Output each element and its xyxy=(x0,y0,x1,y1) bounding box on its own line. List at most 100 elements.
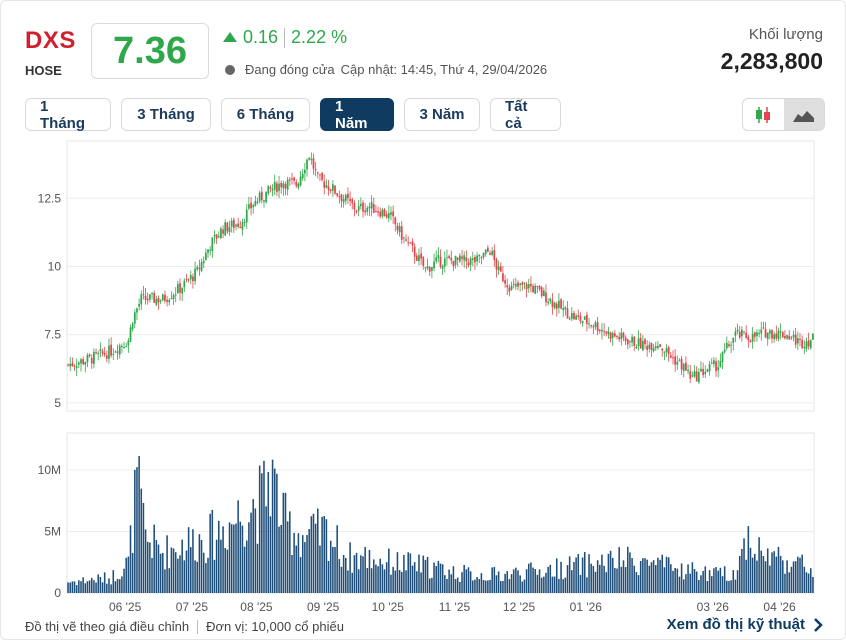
volume-bar xyxy=(342,554,345,593)
volume-bar xyxy=(388,548,390,593)
candle-body xyxy=(562,308,565,311)
volume-bar xyxy=(194,560,196,593)
volume-bar xyxy=(299,557,302,593)
candle-body xyxy=(491,251,494,255)
volume-bar xyxy=(452,566,455,593)
candle-body xyxy=(672,357,674,359)
candle-body xyxy=(75,366,78,369)
volume-bar xyxy=(794,561,797,593)
volume-bar xyxy=(276,473,278,593)
candle-body xyxy=(80,359,82,364)
candle-body xyxy=(82,359,85,365)
candle-body xyxy=(680,358,683,370)
candle-body xyxy=(362,202,364,212)
candle-body xyxy=(381,209,384,217)
candlestick-mode-button[interactable] xyxy=(743,99,784,130)
tab-1-nam[interactable]: 1 Năm xyxy=(320,98,394,132)
volume-bar xyxy=(340,566,343,593)
candle-body xyxy=(661,348,664,351)
candle-body xyxy=(773,334,776,340)
volume-bar xyxy=(631,558,633,593)
tab-6-thang[interactable]: 6 Tháng xyxy=(221,98,310,131)
volume-bar xyxy=(812,577,814,593)
candle-body xyxy=(741,329,743,337)
volume-bar xyxy=(527,563,530,593)
volume-bar xyxy=(321,516,323,593)
candle-body xyxy=(392,211,395,217)
candle-body xyxy=(719,361,722,367)
candle-body xyxy=(794,334,797,345)
volume-bar xyxy=(549,564,552,593)
volume-bar xyxy=(603,565,605,593)
volume-bar xyxy=(97,574,99,593)
candle-body xyxy=(702,368,705,376)
candle-body xyxy=(245,209,248,223)
candle-body xyxy=(222,229,224,234)
candle-body xyxy=(734,331,737,336)
candle-body xyxy=(112,353,115,355)
candle-body xyxy=(756,332,758,337)
candle-body xyxy=(502,273,504,282)
volume-bar xyxy=(497,571,500,593)
volume-bar xyxy=(650,562,653,593)
volume-bar xyxy=(734,579,737,593)
candle-body xyxy=(577,315,580,317)
candle-body xyxy=(413,246,416,257)
volume-bar xyxy=(441,564,444,593)
volume-bar xyxy=(786,560,788,593)
volume-bar xyxy=(635,572,638,593)
candle-body xyxy=(452,260,455,267)
volume-bar xyxy=(596,560,599,593)
volume-bar xyxy=(676,568,679,593)
candle-body xyxy=(530,283,532,287)
candle-body xyxy=(185,278,188,280)
tab-1-thang[interactable]: 1 Tháng xyxy=(25,98,111,132)
candle-body xyxy=(676,361,679,365)
volume-bar xyxy=(121,576,123,593)
candle-body xyxy=(594,322,597,328)
candle-body xyxy=(713,360,715,364)
candle-body xyxy=(101,351,104,354)
volume-bar xyxy=(545,572,547,593)
volume-bar xyxy=(95,582,97,593)
volume-bar xyxy=(611,557,614,593)
volume-bar xyxy=(338,559,341,593)
candle-body xyxy=(499,266,502,272)
candle-body xyxy=(788,335,791,340)
tab-3-nam[interactable]: 3 Năm xyxy=(404,98,480,131)
x-tick-label: 09 '25 xyxy=(307,600,340,614)
area-mode-button[interactable] xyxy=(783,99,824,130)
candle-body xyxy=(215,234,218,239)
volume-bar xyxy=(282,492,285,593)
candle-body xyxy=(217,236,220,238)
candle-body xyxy=(359,203,362,207)
candle-body xyxy=(555,303,558,309)
volume-bar xyxy=(762,556,765,593)
volume-bar xyxy=(159,553,162,593)
volume-bar xyxy=(168,568,171,593)
candle-body xyxy=(730,344,732,346)
volume-bar xyxy=(362,556,364,593)
chart-footnote: Đồ thị vẽ theo giá điều chỉnh Đơn vị: 10… xyxy=(25,619,344,634)
candle-body xyxy=(340,194,343,201)
volume-bar xyxy=(682,579,685,593)
volume-bar xyxy=(289,511,291,593)
volume-bar xyxy=(198,534,201,593)
volume-bar xyxy=(233,524,235,593)
candle-body xyxy=(435,257,438,262)
candle-body xyxy=(125,346,128,348)
x-tick-label: 07 '25 xyxy=(176,600,209,614)
volume-bar xyxy=(73,581,76,593)
volume-bar xyxy=(116,578,119,593)
volume-bar xyxy=(547,566,549,593)
tab-3-thang[interactable]: 3 Tháng xyxy=(121,98,211,131)
tab-tat-ca[interactable]: Tất cả xyxy=(490,98,561,132)
candle-body xyxy=(192,276,194,282)
chart-mode-toggle xyxy=(742,98,825,131)
candle-body xyxy=(211,237,214,252)
candle-body xyxy=(176,284,179,294)
technical-chart-link[interactable]: Xem đồ thị kỹ thuật xyxy=(667,616,823,633)
candle-body xyxy=(232,219,235,228)
candle-body xyxy=(753,332,756,337)
volume-bar xyxy=(728,581,730,593)
